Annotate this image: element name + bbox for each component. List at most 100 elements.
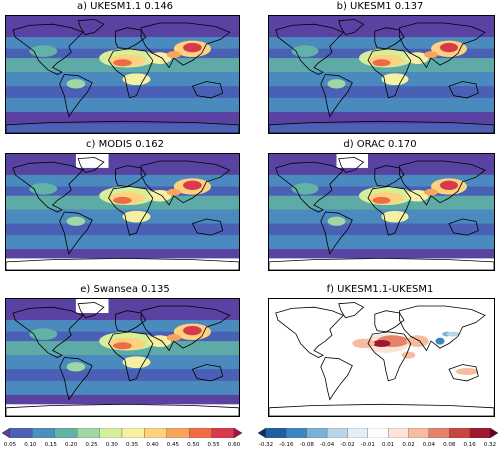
coastline-africa (108, 331, 154, 382)
coastline-north-america (12, 306, 84, 358)
coastline-greenland (77, 302, 105, 319)
map-e-plot (6, 299, 239, 416)
coastline-australia (191, 218, 224, 236)
colorbar-aod (2, 428, 242, 438)
aod-hotspot (183, 42, 202, 53)
colorbar-segment (77, 428, 100, 438)
aod-band (269, 235, 494, 250)
colorbar-tick-label: 0.35 (126, 442, 139, 448)
aod-band (6, 320, 239, 332)
missing-data (269, 258, 494, 270)
aod-band (6, 111, 239, 124)
coastline-australia (448, 81, 479, 99)
map-a-plot (6, 16, 239, 133)
colorbar-tick-label: 0.15 (44, 442, 57, 448)
coastline-asia (399, 160, 486, 206)
coastline-greenland (338, 157, 365, 174)
aod-hotspot (66, 216, 86, 226)
colorbar-tick-label: 0.60 (227, 442, 241, 448)
aod-band (6, 97, 239, 112)
coastline-north-america (275, 23, 344, 75)
aod-band (6, 37, 239, 49)
coastline-asia (140, 22, 231, 69)
anomaly-region (435, 337, 445, 345)
colorbar-tick-label: -0.01 (360, 442, 375, 448)
coastline-africa (108, 186, 154, 236)
colorbar-segment (265, 428, 287, 438)
map-b-plot (269, 16, 494, 133)
aod-band (6, 380, 239, 395)
coastline-australia (448, 364, 479, 382)
aod-hotspot (406, 52, 429, 64)
colorbar-tick-label: 0.32 (483, 442, 497, 448)
aod-band (269, 16, 494, 38)
colorbar-tick-label: 0.16 (463, 442, 476, 448)
aod-hotspot (372, 59, 391, 67)
coastline-asia (399, 22, 486, 69)
aod-hotspot (327, 79, 346, 89)
aod-hotspot (424, 51, 438, 59)
aod-hotspot (29, 45, 58, 57)
coastline-africa (367, 48, 412, 99)
colorbar-tick-label: 0.20 (64, 442, 78, 448)
colorbar-segment (449, 428, 470, 438)
colorbar-segment (121, 428, 145, 438)
aod-band (6, 249, 239, 261)
anomaly-region (455, 368, 479, 376)
aod-hotspot (29, 328, 58, 340)
aod-band (6, 394, 239, 407)
panel-title-a: a) UKESM1.1 0.146 (76, 1, 174, 12)
colorbar-segment (32, 428, 55, 438)
coastline-north-america (12, 23, 84, 75)
colorbar-tick-label: 0.02 (402, 442, 415, 448)
anomaly-region (352, 338, 375, 349)
colorbar-tick-label: -0.16 (279, 442, 294, 448)
aod-hotspot (122, 356, 151, 369)
map-panel-e (5, 298, 240, 417)
colorbar-tick-label: 0.40 (146, 442, 159, 448)
aod-hotspot (148, 189, 172, 202)
coastline-south-america (320, 211, 353, 255)
coastline-africa (367, 186, 412, 236)
aod-hotspot (291, 45, 319, 57)
coastline-asia (140, 305, 231, 352)
coastline-greenland (338, 302, 365, 319)
colorbar-tick-label: 0.04 (422, 442, 436, 448)
missing-data (75, 154, 109, 168)
coastline-antarctica (269, 403, 494, 416)
aod-hotspot (183, 325, 202, 336)
coastline-south-america (59, 74, 93, 118)
colorbar-segment (326, 428, 348, 438)
panel-title-c: c) MODIS 0.162 (86, 139, 164, 150)
coastline-south-america (59, 357, 93, 401)
aod-band (6, 16, 239, 38)
anomaly-region (406, 335, 429, 347)
coastline-europe (115, 310, 147, 333)
colorbar-tick-label: 0.01 (382, 442, 395, 448)
coastline-europe (374, 310, 405, 333)
coastline-antarctica (269, 120, 494, 133)
coastline-australia (191, 81, 224, 99)
aod-band (269, 174, 494, 187)
missing-data (6, 258, 239, 270)
colorbar-extend-high (233, 428, 242, 438)
panel-title-d: d) ORAC 0.170 (343, 139, 417, 150)
map-background (269, 299, 494, 416)
coastline-south-america (59, 211, 93, 255)
colorbar-segment (54, 428, 78, 438)
colorbar-extend-high (489, 428, 498, 438)
panel-title-b: b) UKESM1 0.137 (336, 1, 424, 12)
aod-hotspot (148, 52, 172, 64)
colorbar-tick-label: 0.30 (105, 442, 118, 448)
aod-hotspot (66, 362, 86, 372)
map-panel-d (268, 153, 495, 271)
aod-band (6, 174, 239, 187)
colorbar-tick-label: 0.50 (187, 442, 200, 448)
anomaly-region (446, 331, 461, 337)
aod-band (6, 86, 239, 98)
aod-hotspot (183, 180, 202, 190)
colorbar-tick-label: -0.32 (258, 442, 274, 448)
missing-data (75, 299, 109, 314)
aod-hotspot (113, 342, 132, 350)
aod-hotspot (166, 334, 181, 342)
